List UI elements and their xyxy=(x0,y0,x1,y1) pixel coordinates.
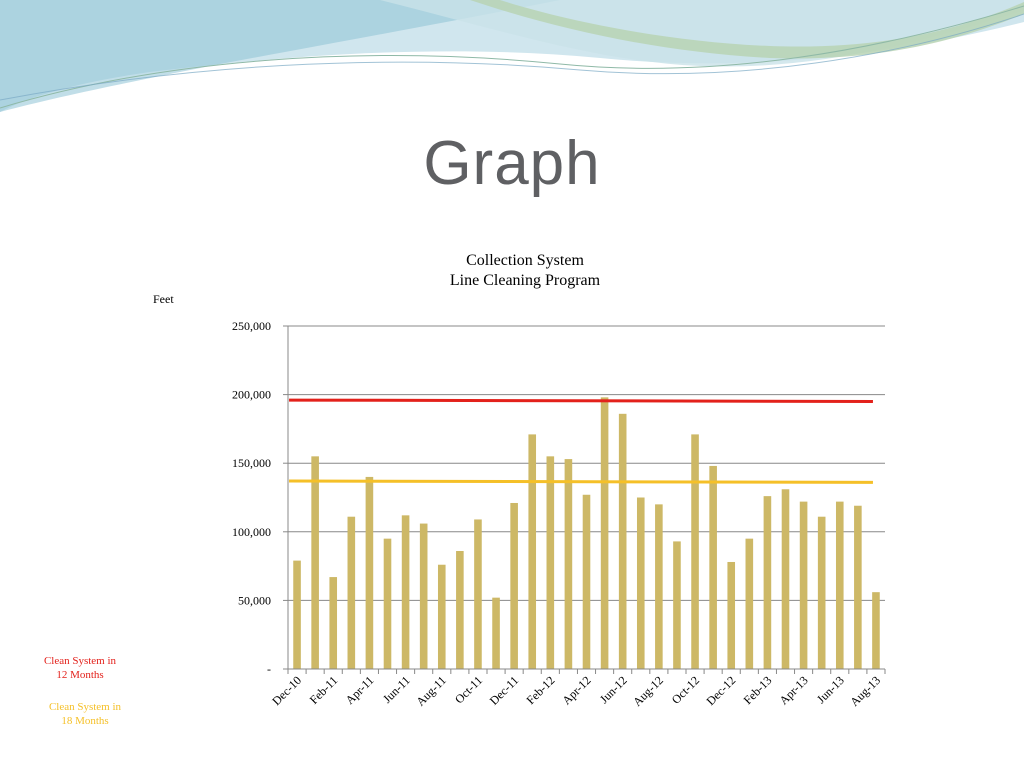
bar xyxy=(383,538,392,669)
bars xyxy=(293,397,880,669)
header-wave-decoration xyxy=(0,0,1024,112)
bar xyxy=(781,489,790,669)
y-tick-label: 250,000 xyxy=(232,319,271,333)
bar xyxy=(311,456,319,669)
y-tick-label: 150,000 xyxy=(232,456,271,470)
y-tick-label: - xyxy=(267,662,271,676)
bar xyxy=(745,538,754,669)
y-tick-label: 100,000 xyxy=(232,525,271,539)
bar xyxy=(673,541,681,669)
bar xyxy=(636,497,645,669)
x-tick-label: Apr-11 xyxy=(343,673,377,707)
x-tick-label: Oct-11 xyxy=(452,673,485,706)
reference-lines xyxy=(289,398,873,484)
bar xyxy=(691,434,699,669)
y-tick-label: 200,000 xyxy=(232,388,271,402)
bar xyxy=(365,476,374,669)
legend-12-months: Clean System in 12 Months xyxy=(5,654,155,682)
bar xyxy=(437,564,446,669)
bar xyxy=(456,551,464,669)
x-tick-label: Aug-11 xyxy=(413,673,449,709)
x-tick-label: Oct-12 xyxy=(669,673,702,706)
bar xyxy=(655,504,663,669)
x-tick-label: Apr-13 xyxy=(776,673,810,707)
bar xyxy=(709,465,717,669)
bar xyxy=(817,516,826,669)
bar xyxy=(474,519,482,669)
bar xyxy=(329,577,338,669)
y-tick-label: 50,000 xyxy=(238,593,271,607)
bar xyxy=(799,501,808,669)
x-tick-label: Apr-12 xyxy=(559,673,593,707)
bar xyxy=(401,515,410,669)
bar xyxy=(835,501,844,669)
x-tick-label: Jun-13 xyxy=(814,673,847,706)
legend-18-months: Clean System in 18 Months xyxy=(10,700,160,728)
x-tick-label: Jun-11 xyxy=(380,673,413,706)
reference-line xyxy=(289,398,873,403)
reference-line xyxy=(289,479,873,484)
bar xyxy=(528,434,537,669)
legend-12-months-line-2: 12 Months xyxy=(56,669,104,681)
bar xyxy=(492,597,500,669)
x-tick-label: Jun-12 xyxy=(597,673,630,706)
y-axis-label: Feet xyxy=(153,292,174,306)
legend-18-months-line-2: 18 Months xyxy=(61,715,109,727)
slide-title: Graph xyxy=(423,129,601,198)
bar xyxy=(293,560,301,669)
x-tick-label: Feb-13 xyxy=(741,673,775,707)
x-tick-label: Dec-10 xyxy=(269,673,304,708)
bar xyxy=(763,496,772,669)
chart-title-line-2: Line Cleaning Program xyxy=(449,272,601,289)
chart-title-line-1: Collection System xyxy=(466,252,584,269)
x-tick-label: Aug-12 xyxy=(630,673,666,709)
bar xyxy=(347,516,356,669)
bar xyxy=(618,413,627,669)
bar xyxy=(546,456,555,669)
legend-12-months-line-1: Clean System in xyxy=(43,655,117,667)
x-tick-label: Feb-11 xyxy=(307,673,341,707)
bar xyxy=(854,505,862,669)
bar xyxy=(872,592,880,669)
bar xyxy=(564,459,573,669)
bar xyxy=(727,561,736,669)
bar xyxy=(419,523,428,669)
x-tick-label: Dec-12 xyxy=(703,673,738,708)
x-tick-label: Dec-11 xyxy=(487,673,522,708)
legend-18-months-line-1: Clean System in xyxy=(48,701,122,713)
bar xyxy=(582,494,591,669)
bar xyxy=(600,397,609,669)
x-tick-label: Feb-12 xyxy=(523,673,557,707)
bar xyxy=(510,502,518,669)
x-tick-label: Aug-13 xyxy=(847,673,883,709)
